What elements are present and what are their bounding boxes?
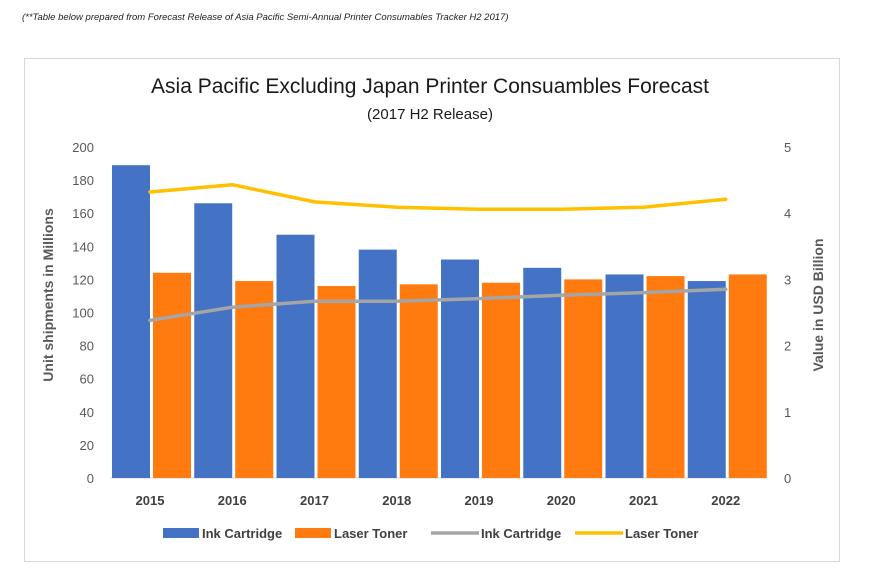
x-category-label: 2021 [629,493,658,508]
y-left-tick-label: 60 [80,372,94,387]
y-axis-right-label: Value in USD Billion [810,238,826,371]
y-right-tick-label: 1 [784,405,791,420]
bar [523,267,562,478]
y-left-tick-label: 120 [72,272,94,287]
bar [728,274,767,478]
bar [687,281,726,478]
series-line [148,287,728,323]
y-left-tick-label: 20 [80,438,94,453]
x-category-label: 2018 [382,493,411,508]
legend-item: Laser Toner [295,526,407,541]
category-labels: 2015 2016 2017 2018 2019 2020 2021 2022 [136,493,741,508]
y-left-tick-label: 160 [72,206,94,221]
y-right-tick-label: 0 [784,471,791,486]
bar [153,272,191,478]
y-left-tick-label: 40 [80,405,94,420]
bar [235,281,274,478]
bar [358,249,397,478]
y-right-tick-label: 2 [784,339,791,354]
bar [605,274,644,478]
y-left-tick-label: 180 [72,173,94,188]
chart-title: Asia Pacific Excluding Japan Printer Con… [151,75,709,98]
bar [112,165,150,478]
legend-item: Ink Cartridge [163,526,282,541]
legend-item: Ink Cartridge [431,526,561,541]
source-note: (**Table below prepared from Forecast Re… [22,12,509,23]
x-category-label: 2022 [711,493,740,508]
x-category-label: 2020 [547,493,576,508]
legend-label: Laser Toner [625,526,698,541]
series-line [148,182,728,211]
chart-subtitle: (2017 H2 Release) [367,106,493,123]
x-category-label: 2015 [136,493,165,508]
bar [317,286,356,478]
bar [441,259,479,478]
legend-swatch [163,528,199,538]
y-left-tick-label: 80 [80,339,94,354]
y-right-tick-label: 5 [784,140,791,155]
bar [194,203,233,478]
right-tick-labels: 0 1 2 3 4 5 [784,140,791,486]
y-left-tick-label: 200 [72,140,94,155]
y-right-tick-label: 3 [784,272,791,287]
y-left-tick-label: 0 [87,471,94,486]
bar-marks [112,165,767,478]
line-marks [148,182,728,323]
legend-label: Ink Cartridge [202,526,282,541]
legend-label: Laser Toner [334,526,407,541]
y-axis-left-label: Unit shipments in Millions [40,208,56,382]
x-category-label: 2016 [218,493,247,508]
x-category-label: 2019 [465,493,494,508]
bar [276,234,315,478]
x-category-label: 2017 [300,493,329,508]
bar [646,276,685,478]
y-left-tick-label: 100 [72,306,94,321]
legend-swatch [295,528,331,538]
legend: Ink Cartridge Laser Toner Ink Cartridge Las… [163,526,698,541]
legend-label: Ink Cartridge [481,526,561,541]
left-tick-labels: 0 20 40 60 80 100 120 140 160 180 200 [72,140,94,486]
bar [482,282,520,478]
legend-item: Laser Toner [575,526,698,541]
y-right-tick-label: 4 [784,206,791,221]
bar [564,279,603,478]
y-left-tick-label: 140 [72,239,94,254]
bar [399,284,438,478]
